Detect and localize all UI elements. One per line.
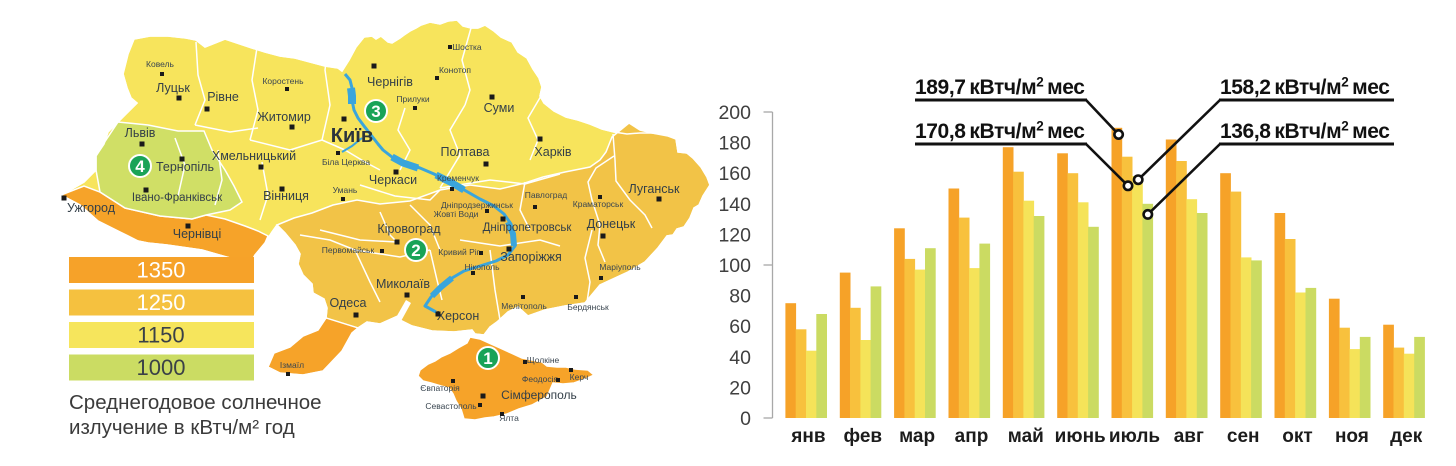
svg-text:Феодосія: Феодосія bbox=[522, 374, 559, 384]
svg-text:Жовті Води: Жовті Води bbox=[434, 209, 479, 219]
svg-text:Херсон: Херсон bbox=[437, 309, 480, 323]
svg-text:Севастополь: Севастополь bbox=[425, 401, 477, 411]
svg-text:Полтава: Полтава bbox=[441, 145, 490, 159]
svg-text:0: 0 bbox=[740, 408, 751, 430]
svg-text:сен: сен bbox=[1227, 426, 1260, 447]
svg-text:Вінниця: Вінниця bbox=[263, 189, 309, 203]
svg-text:Кривий Ріг: Кривий Ріг bbox=[438, 247, 479, 257]
svg-text:мар: мар bbox=[899, 426, 935, 447]
svg-text:Бердянськ: Бердянськ bbox=[567, 302, 609, 312]
svg-text:1350: 1350 bbox=[137, 258, 186, 283]
svg-text:Мелітополь: Мелітополь bbox=[501, 301, 547, 311]
svg-text:Дніпродзержинськ: Дніпродзержинськ bbox=[441, 200, 513, 210]
svg-text:Луганськ: Луганськ bbox=[629, 182, 680, 196]
svg-text:140: 140 bbox=[718, 194, 751, 216]
svg-text:Житомир: Житомир bbox=[257, 110, 311, 124]
svg-text:дек: дек bbox=[1390, 426, 1423, 447]
svg-text:100: 100 bbox=[718, 255, 751, 277]
svg-text:Керч: Керч bbox=[570, 372, 589, 382]
svg-text:июнь: июнь bbox=[1055, 426, 1106, 447]
svg-text:Чернівці: Чернівці bbox=[173, 227, 222, 241]
svg-text:Павлоград: Павлоград bbox=[525, 190, 567, 200]
svg-text:Івано-Франківськ: Івано-Франківськ bbox=[132, 192, 223, 204]
svg-text:136,8 кВтч/м2 мес: 136,8 кВтч/м2 мес bbox=[1220, 119, 1390, 144]
svg-text:2: 2 bbox=[411, 241, 420, 260]
svg-text:Донецьк: Донецьк bbox=[587, 217, 636, 231]
svg-text:1250: 1250 bbox=[137, 290, 186, 315]
svg-text:189,7 кВтч/м2 мес: 189,7 кВтч/м2 мес bbox=[915, 75, 1085, 100]
svg-text:Прилуки: Прилуки bbox=[396, 94, 430, 104]
svg-text:Первомайськ: Первомайськ bbox=[322, 245, 375, 255]
svg-text:1150: 1150 bbox=[137, 323, 184, 348]
svg-text:Запоріжжя: Запоріжжя bbox=[500, 250, 561, 264]
svg-text:авг: авг bbox=[1174, 426, 1204, 447]
svg-text:Львів: Львів bbox=[125, 126, 156, 140]
svg-text:158,2 кВтч/м2 мес: 158,2 кВтч/м2 мес bbox=[1220, 75, 1390, 100]
svg-text:Шостка: Шостка bbox=[452, 42, 482, 52]
svg-text:120: 120 bbox=[718, 224, 751, 246]
svg-text:Рівне: Рівне bbox=[207, 90, 239, 104]
svg-text:Ізмаїл: Ізмаїл bbox=[280, 360, 304, 370]
svg-text:июль: июль bbox=[1109, 426, 1160, 447]
svg-text:Коростень: Коростень bbox=[262, 76, 304, 86]
svg-text:Черкаси: Черкаси bbox=[369, 173, 417, 187]
svg-text:фев: фев bbox=[843, 426, 882, 447]
svg-text:Щолкіне: Щолкіне bbox=[527, 355, 560, 365]
svg-text:80: 80 bbox=[729, 286, 751, 308]
svg-text:180: 180 bbox=[718, 133, 751, 155]
svg-text:170,8 кВтч/м2 мес: 170,8 кВтч/м2 мес bbox=[915, 119, 1085, 144]
svg-text:Умань: Умань bbox=[333, 185, 358, 195]
svg-text:Ужгород: Ужгород bbox=[67, 201, 116, 215]
svg-text:3: 3 bbox=[371, 102, 380, 121]
svg-text:Біла Церква: Біла Церква bbox=[322, 157, 370, 167]
svg-text:Ялта: Ялта bbox=[499, 413, 519, 423]
svg-text:40: 40 bbox=[729, 347, 751, 369]
svg-text:Дніпропетровськ: Дніпропетровськ bbox=[483, 222, 573, 234]
svg-text:Краматорськ: Краматорськ bbox=[573, 199, 624, 209]
svg-text:1000: 1000 bbox=[137, 355, 186, 380]
svg-text:янв: янв bbox=[790, 426, 825, 447]
svg-text:Луцьк: Луцьк bbox=[156, 81, 190, 95]
svg-text:Євпаторія: Євпаторія bbox=[420, 383, 460, 393]
svg-text:200: 200 bbox=[718, 102, 751, 124]
svg-text:окт: окт bbox=[1282, 426, 1312, 447]
svg-text:Харків: Харків bbox=[534, 145, 571, 159]
svg-text:Чернігів: Чернігів bbox=[367, 75, 413, 89]
svg-text:Одеса: Одеса bbox=[330, 296, 367, 310]
svg-text:Маріуполь: Маріуполь bbox=[599, 262, 641, 272]
svg-text:Кременчук: Кременчук bbox=[437, 173, 479, 183]
svg-text:Миколаїв: Миколаїв bbox=[376, 277, 430, 291]
svg-text:Конотоп: Конотоп bbox=[439, 65, 471, 75]
svg-text:Київ: Київ bbox=[331, 125, 373, 147]
svg-text:Кіровоград: Кіровоград bbox=[377, 222, 441, 236]
svg-text:Хмельницький: Хмельницький bbox=[212, 149, 296, 163]
svg-text:1: 1 bbox=[483, 349, 492, 368]
svg-text:апр: апр bbox=[955, 426, 989, 447]
svg-text:Суми: Суми bbox=[484, 101, 515, 115]
svg-text:160: 160 bbox=[718, 163, 751, 185]
svg-text:Среднегодовое солнечное: Среднегодовое солнечное bbox=[69, 391, 322, 414]
svg-text:Ковель: Ковель bbox=[146, 59, 175, 69]
svg-text:4: 4 bbox=[135, 157, 145, 176]
svg-text:ноя: ноя bbox=[1335, 426, 1369, 447]
svg-text:Нікополь: Нікополь bbox=[464, 262, 500, 272]
svg-text:20: 20 bbox=[729, 377, 751, 399]
svg-text:май: май bbox=[1008, 426, 1044, 447]
svg-text:Сімферополь: Сімферополь bbox=[501, 388, 577, 402]
svg-text:60: 60 bbox=[729, 316, 751, 338]
svg-text:Тернопіль: Тернопіль bbox=[156, 160, 214, 174]
svg-text:излучение в кВтч/м² год: излучение в кВтч/м² год bbox=[69, 416, 295, 439]
